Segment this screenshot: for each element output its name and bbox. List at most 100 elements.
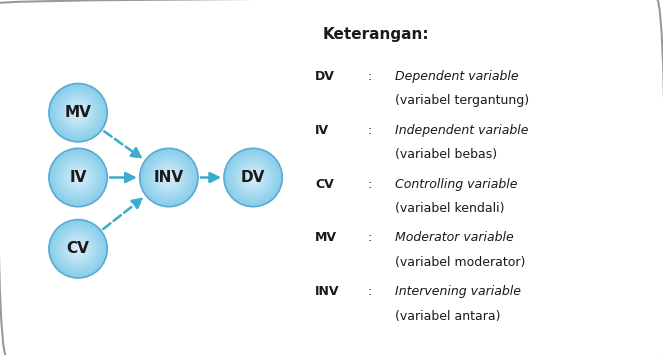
- Text: INV: INV: [154, 170, 184, 185]
- Circle shape: [57, 91, 99, 134]
- Circle shape: [53, 152, 103, 203]
- Circle shape: [251, 176, 255, 179]
- Circle shape: [73, 108, 83, 118]
- Circle shape: [232, 156, 274, 199]
- Circle shape: [237, 162, 269, 193]
- Text: (variabel tergantung): (variabel tergantung): [394, 94, 529, 107]
- Circle shape: [72, 243, 84, 255]
- Circle shape: [56, 155, 101, 200]
- Circle shape: [164, 173, 174, 182]
- Circle shape: [76, 247, 80, 251]
- Text: Moderator variable: Moderator variable: [394, 231, 513, 244]
- Circle shape: [75, 175, 81, 180]
- Circle shape: [50, 84, 106, 141]
- Circle shape: [142, 150, 196, 205]
- Circle shape: [233, 158, 272, 197]
- Circle shape: [252, 176, 254, 179]
- Circle shape: [62, 96, 95, 129]
- Circle shape: [53, 224, 103, 274]
- Circle shape: [144, 152, 194, 203]
- Circle shape: [145, 153, 193, 202]
- Circle shape: [66, 165, 91, 190]
- Circle shape: [54, 224, 102, 273]
- Circle shape: [68, 168, 88, 187]
- Circle shape: [231, 155, 276, 200]
- Circle shape: [66, 236, 91, 261]
- Circle shape: [245, 169, 262, 186]
- Circle shape: [70, 104, 87, 121]
- Circle shape: [141, 149, 197, 206]
- Text: IV: IV: [316, 124, 330, 137]
- Circle shape: [68, 102, 89, 124]
- Text: IV: IV: [70, 170, 87, 185]
- Text: Dependent variable: Dependent variable: [394, 70, 518, 83]
- Circle shape: [52, 223, 104, 275]
- Circle shape: [53, 87, 103, 138]
- Circle shape: [77, 176, 79, 179]
- Circle shape: [158, 167, 180, 188]
- Circle shape: [249, 174, 257, 181]
- Circle shape: [160, 169, 178, 186]
- Circle shape: [60, 230, 97, 267]
- Circle shape: [147, 156, 190, 199]
- Text: (variabel kendali): (variabel kendali): [394, 202, 504, 215]
- Text: DV: DV: [241, 170, 265, 185]
- Text: MV: MV: [316, 231, 337, 244]
- Circle shape: [64, 163, 93, 192]
- Circle shape: [72, 107, 84, 119]
- Circle shape: [60, 95, 95, 130]
- Circle shape: [147, 155, 191, 200]
- Circle shape: [235, 160, 271, 195]
- Circle shape: [57, 228, 99, 270]
- Circle shape: [72, 172, 84, 183]
- Text: MV: MV: [65, 105, 91, 120]
- Circle shape: [68, 238, 89, 260]
- Text: DV: DV: [316, 70, 335, 83]
- Circle shape: [241, 165, 266, 190]
- Circle shape: [165, 174, 173, 181]
- Circle shape: [151, 160, 186, 195]
- Circle shape: [241, 166, 265, 189]
- Circle shape: [64, 235, 91, 262]
- Circle shape: [68, 239, 88, 258]
- Circle shape: [49, 83, 107, 142]
- Circle shape: [226, 150, 280, 205]
- Circle shape: [75, 246, 81, 252]
- Circle shape: [62, 233, 93, 264]
- Circle shape: [49, 148, 107, 207]
- Circle shape: [62, 161, 95, 194]
- Circle shape: [68, 167, 89, 188]
- Text: CV: CV: [316, 178, 334, 191]
- Circle shape: [52, 151, 104, 204]
- Text: (variabel antara): (variabel antara): [394, 310, 500, 323]
- Circle shape: [247, 172, 259, 183]
- Circle shape: [153, 162, 184, 193]
- Text: INV: INV: [316, 285, 340, 298]
- Circle shape: [72, 242, 85, 256]
- Text: Intervening variable: Intervening variable: [394, 285, 520, 298]
- Circle shape: [224, 148, 282, 207]
- Circle shape: [239, 164, 267, 191]
- Circle shape: [56, 226, 101, 271]
- Circle shape: [149, 157, 189, 198]
- Text: Independent variable: Independent variable: [394, 124, 528, 137]
- Circle shape: [55, 89, 101, 136]
- Circle shape: [68, 103, 88, 122]
- Circle shape: [228, 152, 278, 203]
- Circle shape: [239, 163, 268, 192]
- Circle shape: [229, 153, 277, 202]
- Circle shape: [66, 101, 90, 124]
- Circle shape: [76, 111, 80, 115]
- Circle shape: [243, 168, 263, 187]
- Circle shape: [247, 171, 260, 184]
- Circle shape: [230, 154, 276, 201]
- Circle shape: [163, 172, 174, 183]
- Circle shape: [74, 109, 82, 116]
- Circle shape: [72, 106, 85, 120]
- Circle shape: [58, 92, 99, 133]
- Circle shape: [55, 154, 101, 201]
- Circle shape: [235, 159, 272, 196]
- Circle shape: [58, 93, 97, 132]
- Circle shape: [77, 248, 79, 250]
- Circle shape: [154, 163, 184, 192]
